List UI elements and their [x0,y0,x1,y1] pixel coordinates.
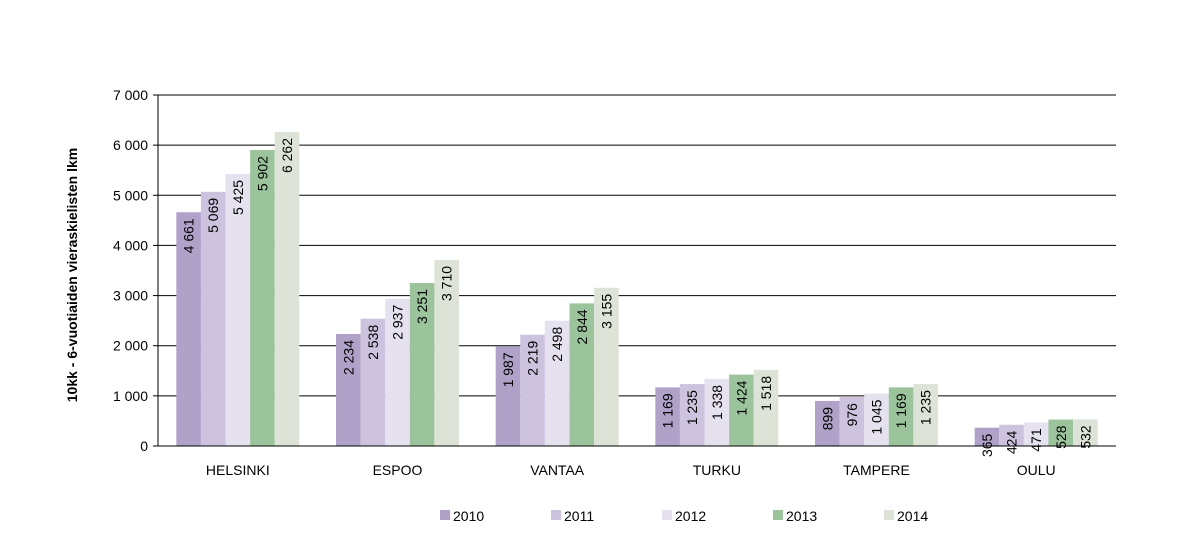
y-tick-label: 0 [140,438,148,454]
bar-value-label: 2 219 [525,341,541,376]
axes [157,95,1116,447]
bar [864,393,889,446]
bars [176,132,1098,446]
bar-value-label: 3 155 [598,294,614,329]
bar-value-label: 899 [819,407,835,431]
gridlines [158,94,1116,447]
y-tick-label: 5 000 [113,187,148,203]
bar-value-label: 1 518 [758,376,774,411]
bar-value-label: 976 [844,403,860,427]
bar [1073,419,1098,446]
bar [974,427,1000,446]
bar [815,400,840,446]
bar [729,374,754,446]
bar [250,150,275,446]
y-tick-label: 2 000 [113,338,148,354]
bar [679,384,705,446]
bar [594,287,619,446]
bar [839,397,865,446]
bar-value-label: 6 262 [279,138,295,173]
bar [704,378,730,446]
bar [1023,422,1049,446]
legend-label: 2010 [453,508,484,524]
bar [336,333,361,446]
bar-value-label: 4 661 [181,218,197,253]
legend-swatch [884,510,894,520]
y-tick-label: 1 000 [113,388,148,404]
x-category-label: HELSINKI [206,462,270,478]
bar-value-label: 424 [1004,431,1020,455]
bar [913,384,938,446]
bar-value-label: 2 844 [574,309,590,344]
bar-value-label: 1 235 [684,390,700,425]
y-axis-title: 10kk - 6-vuotiaiden vieraskielisten lkm [64,148,80,402]
x-category-label: TAMPERE [843,462,910,478]
x-category-label: VANTAA [530,462,585,478]
bar-value-label: 1 424 [733,380,749,415]
bar-value-label: 2 498 [549,327,565,362]
bar-value-label: 5 902 [254,156,270,191]
bar-value-label: 1 169 [660,393,676,428]
bar [176,212,201,446]
data-labels: 4 661 5 069 5 425 5 902 6 262 2 234 2 538 2 937… [181,138,1094,457]
bar [888,387,914,446]
y-tick-label: 4 000 [113,237,148,253]
bar-value-label: 471 [1028,428,1044,452]
bar [409,282,435,446]
bar-value-label: 1 987 [500,352,516,387]
y-tick-label: 7 000 [113,87,148,103]
bar-value-label: 1 169 [893,393,909,428]
x-category-label: TURKU [693,462,741,478]
bar-value-label: 5 069 [205,198,221,233]
legend-label: 2013 [786,508,817,524]
bar-value-label: 3 710 [439,266,455,301]
legend-swatch [440,510,450,520]
bar-value-label: 1 045 [869,399,885,434]
legend-swatch [662,510,672,520]
bar [360,318,386,446]
y-axis-ticks: 0 1 000 2 000 3 000 4 000 5 000 6 000 7 000 [113,87,158,454]
bar-value-label: 365 [979,433,995,457]
x-category-label: ESPOO [373,462,423,478]
bar [385,298,410,446]
bar-value-label: 3 251 [414,289,430,324]
legend-swatch [773,510,783,520]
bar-value-label: 532 [1077,425,1093,449]
bar [753,369,779,446]
x-category-label: OULU [1017,462,1056,478]
bar [569,303,595,446]
bar-value-label: 5 425 [230,180,246,215]
bar-value-label: 2 538 [365,325,381,360]
bar [274,132,300,446]
bar [495,346,521,446]
legend-label: 2012 [675,508,706,524]
bar-value-label: 2 937 [390,305,406,340]
bar-value-label: 2 234 [340,340,356,375]
bar [999,424,1024,446]
bar-value-label: 528 [1053,425,1069,449]
y-tick-label: 6 000 [113,137,148,153]
bar [225,173,251,446]
bar [1048,419,1074,446]
legend-swatch [551,510,561,520]
bar [544,320,570,446]
bar-value-label: 1 235 [918,390,934,425]
bar [655,387,680,446]
legend: 2010 2011 2012 2013 2014 [440,508,928,524]
legend-label: 2014 [897,508,928,524]
y-tick-label: 3 000 [113,288,148,304]
bar [200,191,226,446]
bar-value-label: 1 338 [709,385,725,420]
bar [520,334,545,446]
x-axis-categories: HELSINKI ESPOO VANTAA TURKU TAMPERE OULU [206,462,1056,478]
bar [434,259,459,446]
legend-label: 2011 [564,508,594,524]
